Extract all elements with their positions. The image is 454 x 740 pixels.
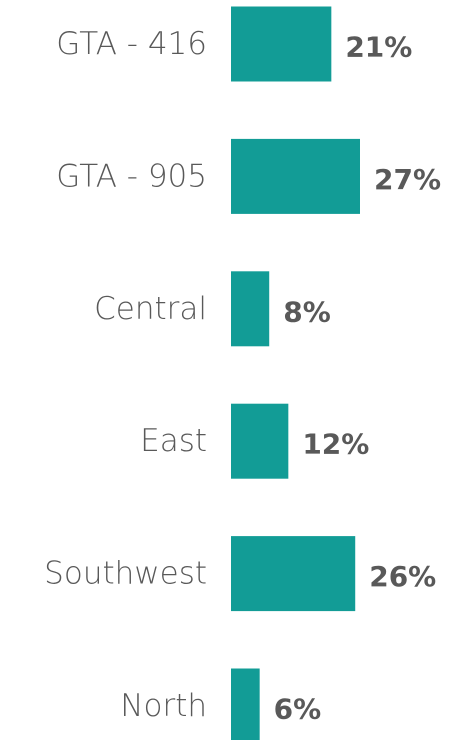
bar	[231, 403, 289, 479]
bar	[231, 6, 332, 82]
value-label: 27%	[374, 163, 441, 196]
category-label: East	[140, 423, 207, 459]
category-label: GTA - 416	[56, 26, 207, 62]
category-label: Southwest	[44, 556, 207, 592]
value-label: 6%	[274, 693, 322, 726]
bar	[231, 536, 356, 612]
value-label: 21%	[345, 31, 412, 64]
value-label: 26%	[369, 560, 436, 593]
value-label: 8%	[283, 295, 331, 328]
category-label: North	[120, 688, 207, 724]
bar	[231, 271, 270, 347]
bar	[231, 668, 260, 740]
category-label: GTA - 905	[56, 158, 207, 194]
category-label: Central	[94, 291, 207, 327]
value-label: 12%	[302, 428, 369, 461]
bar	[231, 138, 360, 214]
